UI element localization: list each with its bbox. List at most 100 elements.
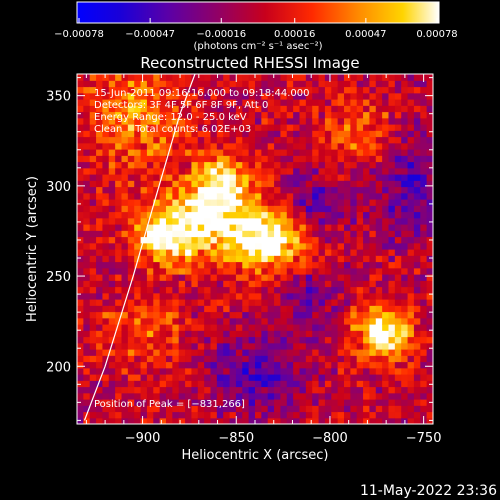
- heatmap-cell: [216, 192, 224, 200]
- heatmap-cell: [77, 330, 84, 338]
- footer-timestamp: 11-May-2022 23:36: [360, 483, 497, 499]
- heatmap-cell: [248, 392, 256, 400]
- heatmap-cell: [344, 305, 351, 313]
- heatmap-cell: [178, 274, 186, 281]
- heatmap-cell: [305, 380, 313, 388]
- heatmap-cell: [382, 180, 390, 188]
- heatmap-cell: [242, 155, 250, 163]
- heatmap-cell: [420, 199, 428, 206]
- heatmap-cell: [159, 192, 167, 200]
- heatmap-cell: [331, 255, 339, 263]
- heatmap-cell: [102, 230, 110, 238]
- heatmap-cell: [108, 199, 116, 206]
- heatmap-cell: [229, 111, 237, 119]
- heatmap-cell: [363, 99, 371, 106]
- heatmap-cell: [286, 142, 294, 150]
- heatmap-cell: [108, 324, 116, 331]
- heatmap-cell: [401, 311, 409, 319]
- heatmap-cell: [312, 367, 320, 375]
- heatmap-cell: [83, 217, 91, 225]
- heatmap-cell: [344, 392, 351, 400]
- heatmap-cell: [382, 267, 390, 275]
- heatmap-cell: [178, 186, 186, 194]
- heatmap-cell: [77, 255, 84, 263]
- heatmap-cell: [312, 111, 320, 119]
- heatmap-cell: [363, 205, 371, 213]
- heatmap-cell: [312, 380, 320, 388]
- heatmap-cell: [102, 167, 110, 175]
- heatmap-cell: [191, 249, 199, 256]
- heatmap-cell: [255, 192, 262, 200]
- heatmap-cell: [312, 124, 320, 131]
- heatmap-cell: [350, 86, 358, 94]
- heatmap-cell: [274, 105, 282, 113]
- heatmap-cell: [261, 392, 269, 400]
- heatmap-cell: [248, 249, 256, 256]
- heatmap-cell: [401, 155, 409, 163]
- heatmap-cell: [318, 274, 326, 281]
- heatmap-cell: [185, 149, 193, 156]
- heatmap-cell: [356, 230, 364, 238]
- heatmap-cell: [305, 167, 313, 175]
- heatmap-cell: [185, 99, 193, 106]
- heatmap-cell: [413, 174, 421, 181]
- heatmap-cell: [89, 411, 97, 419]
- heatmap-cell: [229, 417, 237, 424]
- heatmap-cell: [83, 205, 91, 213]
- heatmap-cell: [140, 180, 148, 188]
- heatmap-cell: [134, 417, 142, 424]
- heatmap-cell: [324, 167, 332, 175]
- heatmap-cell: [153, 399, 161, 406]
- heatmap-cell: [350, 99, 358, 106]
- heatmap-cell: [229, 242, 237, 250]
- heatmap-cell: [210, 99, 218, 106]
- heatmap-cell: [324, 317, 332, 325]
- heatmap-cell: [83, 317, 91, 325]
- heatmap-cell: [261, 417, 269, 424]
- heatmap-cell: [229, 149, 237, 156]
- heatmap-cell: [197, 361, 205, 369]
- heatmap-cell: [426, 330, 433, 338]
- heatmap-cell: [369, 349, 377, 356]
- heatmap-cell: [159, 305, 167, 313]
- heatmap-cell: [216, 74, 224, 81]
- heatmap-cell: [127, 92, 135, 100]
- heatmap-cell: [204, 299, 212, 306]
- heatmap-cell: [248, 399, 256, 406]
- heatmap-cell: [166, 374, 173, 381]
- heatmap-cell: [185, 230, 193, 238]
- heatmap-cell: [178, 174, 186, 181]
- heatmap-cell: [229, 311, 237, 319]
- heatmap-cell: [420, 286, 428, 294]
- heatmap-cell: [337, 130, 345, 138]
- heatmap-cell: [407, 192, 415, 200]
- heatmap-cell: [134, 317, 142, 325]
- heatmap-cell: [159, 311, 167, 319]
- heatmap-cell: [210, 205, 218, 213]
- heatmap-cell: [337, 417, 345, 424]
- heatmap-cell: [89, 199, 97, 206]
- heatmap-cell: [242, 224, 250, 231]
- heatmap-cell: [153, 199, 161, 206]
- heatmap-cell: [420, 236, 428, 244]
- heatmap-cell: [382, 286, 390, 294]
- heatmap-cell: [140, 111, 148, 119]
- heatmap-cell: [388, 249, 396, 256]
- heatmap-cell: [242, 74, 250, 81]
- heatmap-cell: [350, 80, 358, 88]
- heatmap-cell: [261, 336, 269, 344]
- heatmap-cell: [394, 105, 402, 113]
- heatmap-cell: [146, 217, 154, 225]
- heatmap-cell: [324, 299, 332, 306]
- heatmap-cell: [89, 74, 97, 81]
- heatmap-cell: [350, 386, 358, 394]
- heatmap-cell: [191, 74, 199, 81]
- heatmap-cell: [293, 186, 301, 194]
- heatmap-cell: [426, 217, 433, 225]
- heatmap-cell: [115, 249, 123, 256]
- heatmap-cell: [337, 86, 345, 94]
- heatmap-cell: [248, 317, 256, 325]
- heatmap-cell: [153, 349, 161, 356]
- heatmap-cell: [407, 224, 415, 231]
- heatmap-cell: [293, 286, 301, 294]
